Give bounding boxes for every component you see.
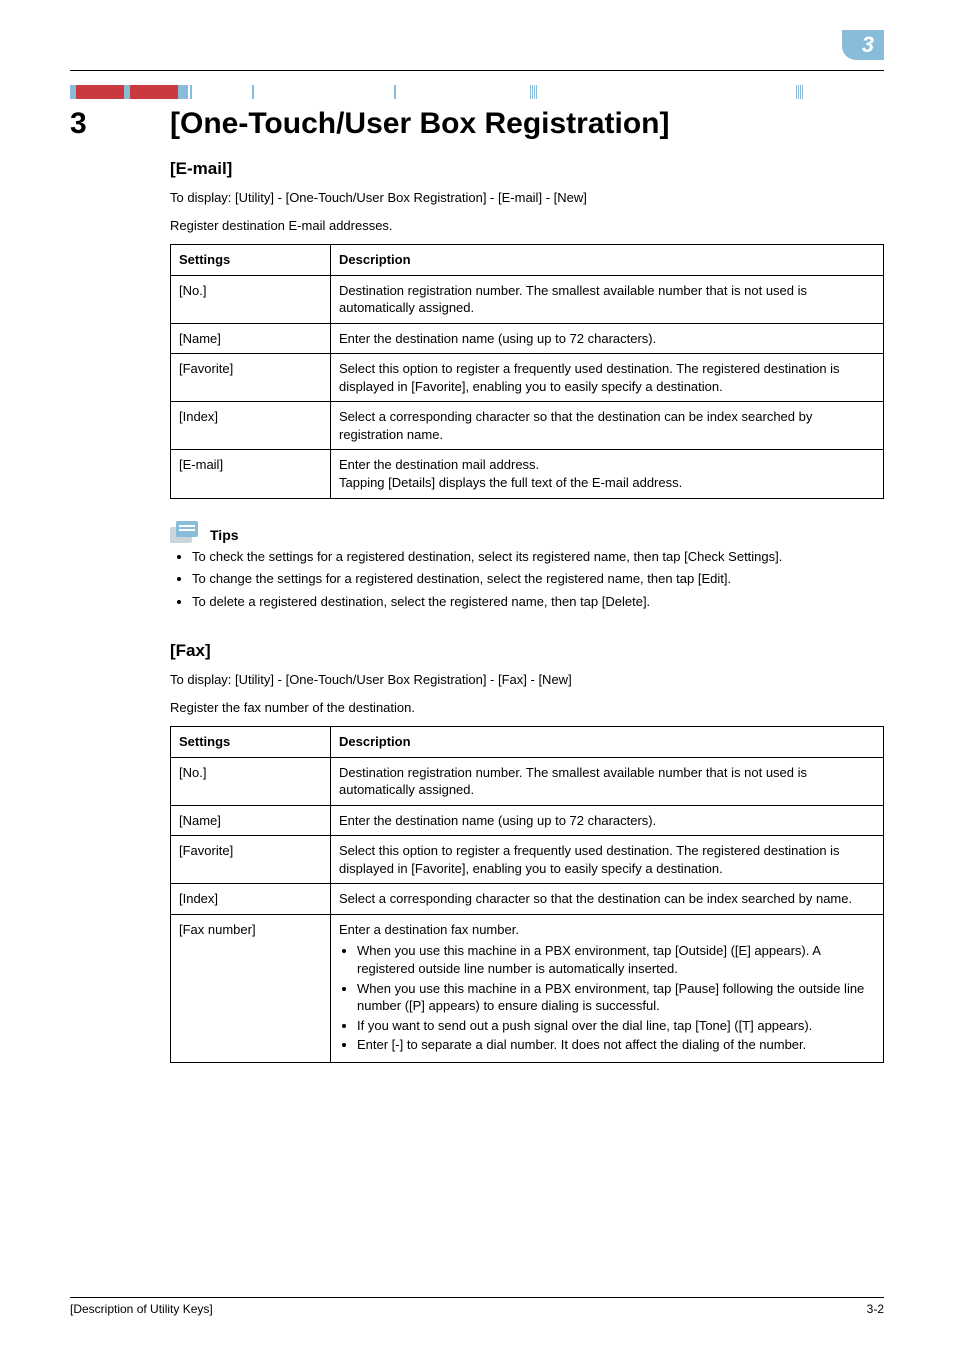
cell-val: Enter the destination name (using up to … bbox=[331, 805, 884, 836]
email-intro-2: Register destination E-mail addresses. bbox=[170, 217, 884, 235]
cell-key: [Favorite] bbox=[171, 836, 331, 884]
cell-key: [E-mail] bbox=[171, 450, 331, 498]
section-heading-email: [E-mail] bbox=[170, 159, 884, 179]
table-row: [Index] Select a corresponding character… bbox=[171, 402, 884, 450]
table-row: [Favorite] Select this option to registe… bbox=[171, 354, 884, 402]
tips-heading: Tips bbox=[170, 519, 884, 543]
list-item: To delete a registered destination, sele… bbox=[192, 592, 884, 613]
email-intro-1: To display: [Utility] - [One-Touch/User … bbox=[170, 189, 884, 207]
section-heading-fax: [Fax] bbox=[170, 641, 884, 661]
table-row: [No.] Destination registration number. T… bbox=[171, 757, 884, 805]
cell-key: [Index] bbox=[171, 402, 331, 450]
tips-icon bbox=[170, 519, 204, 543]
table-header-description: Description bbox=[331, 245, 884, 276]
footer-left: [Description of Utility Keys] bbox=[70, 1302, 213, 1316]
table-row: [Name] Enter the destination name (using… bbox=[171, 323, 884, 354]
list-item: To change the settings for a registered … bbox=[192, 569, 884, 590]
corner-chapter-tab: 3 bbox=[842, 30, 884, 60]
cell-key: [No.] bbox=[171, 275, 331, 323]
cell-key: [Index] bbox=[171, 884, 331, 915]
page-footer: [Description of Utility Keys] 3-2 bbox=[70, 1297, 884, 1316]
chapter-number: 3 bbox=[70, 107, 170, 141]
cell-key: [Name] bbox=[171, 323, 331, 354]
email-settings-table: Settings Description [No.] Destination r… bbox=[170, 244, 884, 498]
fax-intro-1: To display: [Utility] - [One-Touch/User … bbox=[170, 671, 884, 689]
cell-key: [No.] bbox=[171, 757, 331, 805]
table-row: [Index] Select a corresponding character… bbox=[171, 884, 884, 915]
list-item: When you use this machine in a PBX envir… bbox=[357, 942, 875, 977]
footer-right: 3-2 bbox=[867, 1302, 884, 1316]
cell-key: [Name] bbox=[171, 805, 331, 836]
cell-key: [Fax number] bbox=[171, 914, 331, 1062]
table-header-settings: Settings bbox=[171, 727, 331, 758]
top-rule bbox=[70, 70, 884, 71]
cell-key: [Favorite] bbox=[171, 354, 331, 402]
table-row: [E-mail] Enter the destination mail addr… bbox=[171, 450, 884, 498]
cell-val: Select this option to register a frequen… bbox=[331, 354, 884, 402]
table-row: [Name] Enter the destination name (using… bbox=[171, 805, 884, 836]
table-row: [Fax number] Enter a destination fax num… bbox=[171, 914, 884, 1062]
table-row: [Favorite] Select this option to registe… bbox=[171, 836, 884, 884]
cell-val: Enter a destination fax number. When you… bbox=[331, 914, 884, 1062]
table-header-description: Description bbox=[331, 727, 884, 758]
cell-val: Destination registration number. The sma… bbox=[331, 757, 884, 805]
list-item: To check the settings for a registered d… bbox=[192, 547, 884, 568]
table-header-settings: Settings bbox=[171, 245, 331, 276]
cell-val: Select a corresponding character so that… bbox=[331, 884, 884, 915]
fax-settings-table: Settings Description [No.] Destination r… bbox=[170, 726, 884, 1063]
cell-val: Select this option to register a frequen… bbox=[331, 836, 884, 884]
cell-val: Destination registration number. The sma… bbox=[331, 275, 884, 323]
fax-intro-2: Register the fax number of the destinati… bbox=[170, 699, 884, 717]
fax-lead: Enter a destination fax number. bbox=[339, 922, 519, 937]
list-item: When you use this machine in a PBX envir… bbox=[357, 980, 875, 1015]
decorative-strip bbox=[70, 85, 884, 99]
list-item: Enter [-] to separate a dial number. It … bbox=[357, 1036, 875, 1054]
cell-val: Select a corresponding character so that… bbox=[331, 402, 884, 450]
chapter-heading: 3 [One-Touch/User Box Registration] bbox=[70, 107, 884, 141]
table-row: [No.] Destination registration number. T… bbox=[171, 275, 884, 323]
cell-val: Enter the destination mail address. Tapp… bbox=[331, 450, 884, 498]
list-item: If you want to send out a push signal ov… bbox=[357, 1017, 875, 1035]
cell-val: Enter the destination name (using up to … bbox=[331, 323, 884, 354]
tips-list: To check the settings for a registered d… bbox=[170, 547, 884, 613]
tips-label: Tips bbox=[210, 527, 239, 543]
chapter-title: [One-Touch/User Box Registration] bbox=[170, 107, 669, 141]
fax-bullets: When you use this machine in a PBX envir… bbox=[339, 942, 875, 1053]
